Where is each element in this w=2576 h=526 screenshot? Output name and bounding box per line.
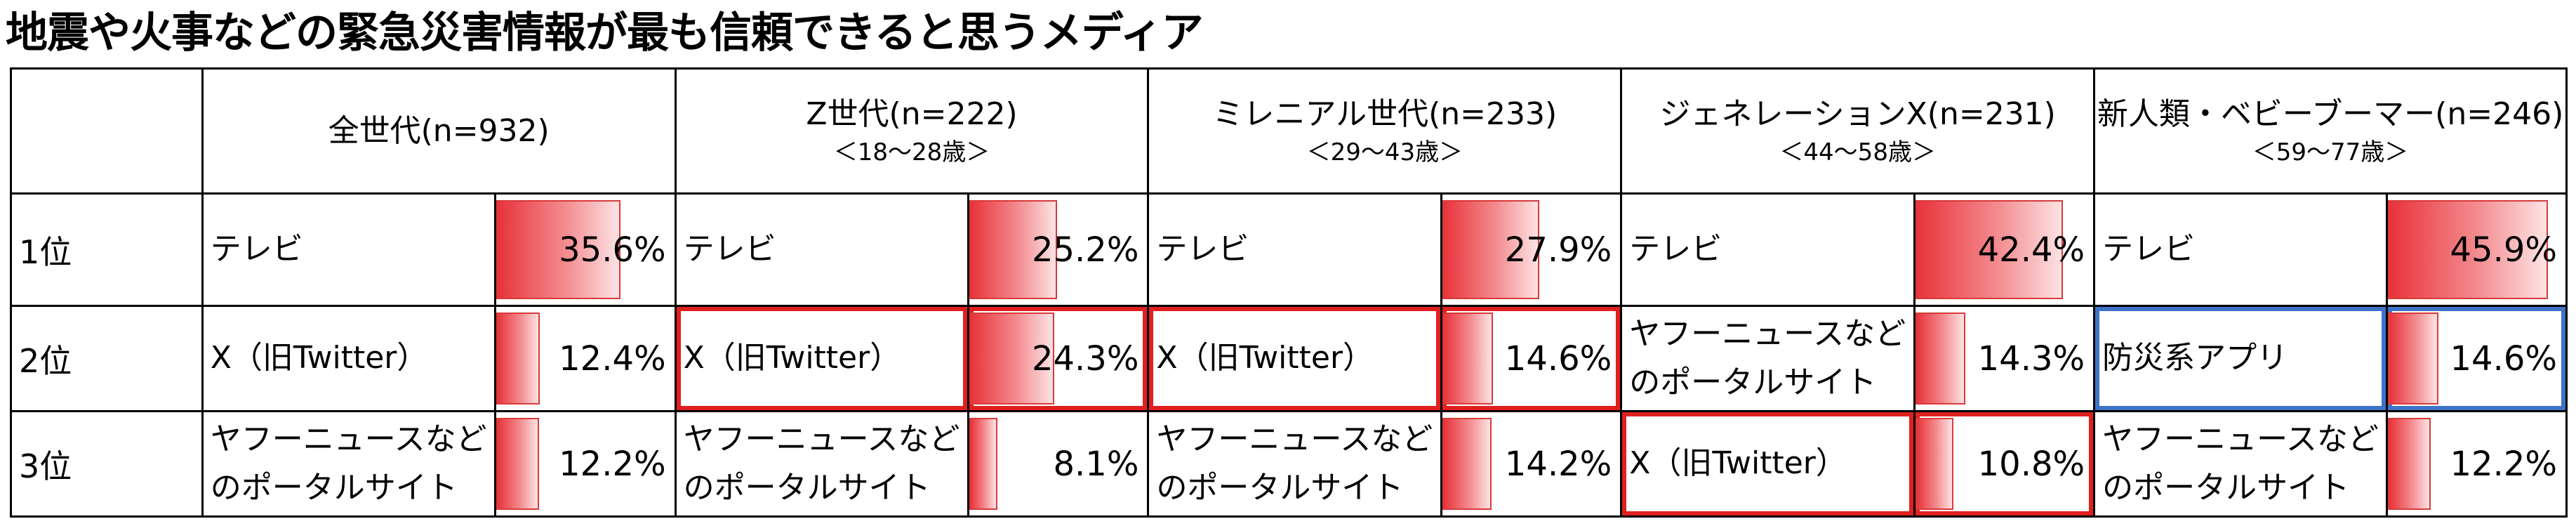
- media-name: テレビ: [201, 192, 497, 307]
- value-label: 14.6%: [2450, 338, 2557, 379]
- media-name: ヤフーニュースなどのポータルサイト: [674, 410, 969, 518]
- group-age: ＜59～77歳＞: [2252, 138, 2409, 166]
- rank-row-2: 2位 X（旧Twitter） 12.4% X（旧Twitter） 24.3% X（旧Twi…: [10, 305, 2568, 412]
- group-label: Z世代(n=222): [806, 96, 1018, 132]
- group-label: 全世代(n=932): [328, 113, 550, 149]
- group-header-millennial: ミレニアル世代(n=233) ＜29～43歳＞: [1147, 67, 1623, 195]
- header-row: 全世代(n=932) Z世代(n=222) ＜18～28歳＞ ミレニアル世代(n…: [10, 67, 2568, 195]
- value-bar: [1443, 200, 1539, 299]
- value-bar: [970, 200, 1057, 299]
- group-header-boomer: 新人類・ベビーブーマー(n=246) ＜59～77歳＞: [2093, 67, 2568, 195]
- media-name: ヤフーニュースなどのポータルサイト: [1620, 305, 1916, 412]
- rank-label: 2位: [10, 305, 204, 412]
- group-label: ジェネレーションX(n=231): [1659, 96, 2056, 132]
- media-name: X（旧Twitter）: [674, 305, 969, 412]
- value-cell: 25.2%: [967, 192, 1150, 307]
- value-label: 12.4%: [559, 338, 666, 379]
- value-label: 14.2%: [1504, 444, 1612, 484]
- value-cell: 14.3%: [1913, 305, 2096, 412]
- value-cell: 45.9%: [2386, 192, 2568, 307]
- media-name: X（旧Twitter）: [1147, 305, 1442, 412]
- group-age: ＜29～43歳＞: [1306, 138, 1463, 166]
- value-bar: [1916, 200, 2063, 299]
- group-age: ＜44～58歳＞: [1779, 138, 1936, 166]
- value-bar: [2389, 313, 2439, 405]
- media-name: テレビ: [1147, 192, 1442, 307]
- media-name: ヤフーニュースなどのポータルサイト: [2093, 410, 2389, 518]
- value-bar: [1443, 313, 1493, 405]
- value-label: 45.9%: [2450, 230, 2557, 270]
- media-name: テレビ: [674, 192, 969, 307]
- group-label: ミレニアル世代(n=233): [1212, 96, 1558, 132]
- rank-row-3: 3位 ヤフーニュースなどのポータルサイト 12.2% ヤフーニュースなどのポータルサイ…: [10, 410, 2568, 518]
- value-bar: [1443, 418, 1492, 510]
- value-cell: 12.2%: [2386, 410, 2568, 518]
- value-label: 24.3%: [1031, 338, 1139, 379]
- value-bar: [970, 313, 1054, 405]
- value-bar: [2389, 200, 2549, 299]
- rank-label: 3位: [10, 410, 204, 518]
- value-label: 10.8%: [1977, 444, 2085, 484]
- media-name: 防災系アプリ: [2093, 305, 2389, 412]
- value-label: 14.6%: [1504, 338, 1612, 379]
- value-cell: 14.6%: [1440, 305, 1623, 412]
- value-cell: 12.4%: [494, 305, 677, 412]
- value-cell: 14.2%: [1440, 410, 1623, 518]
- media-name: テレビ: [2093, 192, 2389, 307]
- value-label: 8.1%: [1053, 444, 1139, 484]
- media-name: ヤフーニュースなどのポータルサイト: [201, 410, 497, 518]
- value-bar: [970, 418, 997, 510]
- value-label: 12.2%: [2450, 444, 2557, 484]
- value-label: 12.2%: [559, 444, 666, 484]
- group-header-genx: ジェネレーションX(n=231) ＜44～58歳＞: [1620, 67, 2096, 195]
- media-name: X（旧Twitter）: [1620, 410, 1916, 518]
- ranking-table: 全世代(n=932) Z世代(n=222) ＜18～28歳＞ ミレニアル世代(n…: [10, 67, 2568, 518]
- media-name: X（旧Twitter）: [201, 305, 497, 412]
- value-bar: [497, 418, 539, 510]
- chart-title: 地震や火事などの緊急災害情報が最も信頼できると思うメディア: [6, 8, 1204, 58]
- group-header-all: 全世代(n=932): [201, 67, 677, 195]
- header-corner: [10, 67, 204, 195]
- group-label: 新人類・ベビーブーマー(n=246): [2097, 96, 2564, 132]
- value-cell: 12.2%: [494, 410, 677, 518]
- value-cell: 24.3%: [967, 305, 1150, 412]
- value-bar: [2389, 418, 2431, 510]
- rank-label: 1位: [10, 192, 204, 307]
- value-label: 14.3%: [1977, 338, 2085, 379]
- value-label: 35.6%: [559, 230, 666, 270]
- group-header-genz: Z世代(n=222) ＜18～28歳＞: [674, 67, 1150, 195]
- media-name: ヤフーニュースなどのポータルサイト: [1147, 410, 1442, 518]
- rank-row-1: 1位 テレビ 35.6% テレビ 25.2% テレビ 27.9% テレビ 42.4% テレビ 45.…: [10, 192, 2568, 307]
- value-bar: [497, 200, 620, 299]
- value-cell: 14.6%: [2386, 305, 2568, 412]
- value-cell: 10.8%: [1913, 410, 2096, 518]
- value-label: 27.9%: [1504, 230, 1612, 270]
- value-cell: 35.6%: [494, 192, 677, 307]
- value-label: 42.4%: [1977, 230, 2085, 270]
- value-cell: 8.1%: [967, 410, 1150, 518]
- value-cell: 42.4%: [1913, 192, 2096, 307]
- value-bar: [1916, 313, 1965, 405]
- value-label: 25.2%: [1031, 230, 1139, 270]
- value-bar: [497, 313, 540, 405]
- value-bar: [1916, 418, 1953, 510]
- media-name: テレビ: [1620, 192, 1916, 307]
- group-age: ＜18～28歳＞: [833, 138, 990, 166]
- value-cell: 27.9%: [1440, 192, 1623, 307]
